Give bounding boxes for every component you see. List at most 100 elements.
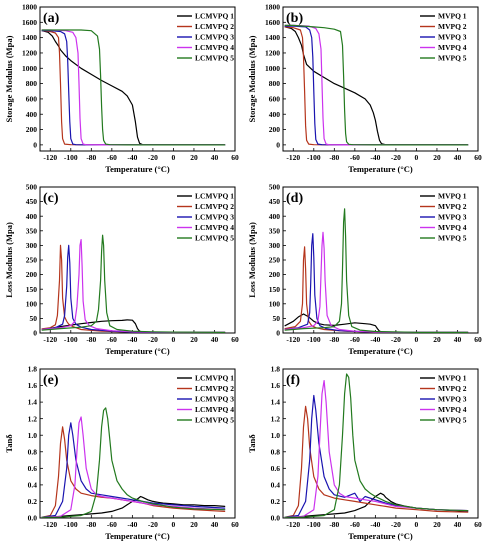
series-line-3 (41, 422, 226, 518)
legend-entry-4: LCMVPQ 4 (195, 405, 234, 414)
y-tick-label: 1.6 (271, 381, 281, 390)
x-tick-label: -60 (350, 335, 360, 344)
y-tick-label: 200 (26, 125, 38, 134)
x-tick-label: 0 (415, 153, 419, 162)
x-tick-label: 0 (172, 335, 176, 344)
y-tick-label: 400 (26, 110, 38, 119)
series-line-3 (284, 233, 469, 333)
y-tick-label: 0 (276, 140, 280, 149)
x-tick-label: 60 (474, 520, 482, 529)
x-tick-label: 40 (454, 520, 462, 529)
panel-label: (f) (286, 373, 300, 388)
x-tick-label: 60 (474, 153, 482, 162)
x-tick-label: -40 (370, 153, 380, 162)
legend-entry-5: LCMVPQ 5 (195, 234, 234, 243)
legend-entry-3: MVPQ 3 (438, 213, 467, 222)
y-tick-label: 250 (26, 256, 38, 265)
legend-entry-2: LCMVPQ 2 (195, 22, 234, 31)
x-tick-label: 40 (211, 153, 219, 162)
legend-entry-1: MVPQ 1 (438, 192, 467, 201)
y-tick-label: 300 (269, 241, 281, 250)
plot-frame (282, 6, 479, 152)
x-tick-label: -120 (286, 335, 300, 344)
legend-entry-2: LCMVPQ 2 (195, 384, 234, 393)
y-tick-label: 0.0 (271, 514, 281, 523)
y-tick-label: 100 (26, 299, 38, 308)
y-tick-label: 1.2 (28, 414, 38, 423)
x-tick-label: -80 (329, 520, 339, 529)
y-tick-label: 200 (26, 270, 38, 279)
x-tick-label: -120 (43, 153, 57, 162)
legend-entry-3: LCMVPQ 3 (195, 213, 234, 222)
x-tick-label: -40 (127, 520, 137, 529)
y-tick-label: 0.2 (271, 497, 281, 506)
series-line-5 (284, 208, 469, 333)
y-tick-label: 500 (269, 183, 281, 192)
y-axis-label: Tanδ (4, 434, 14, 453)
panel-label: (a) (43, 11, 60, 26)
y-axis-label: Tanδ (247, 434, 257, 453)
x-tick-label: 40 (454, 335, 462, 344)
y-tick-label: 1000 (265, 64, 280, 73)
y-tick-label: 0.6 (271, 464, 281, 473)
y-tick-label: 800 (269, 79, 281, 88)
chart-panel-0: -120 -100 -80 -60 -40 -20 0 20 40 600200400600800… (4, 3, 239, 174)
y-tick-label: 0.4 (28, 480, 38, 489)
legend-entry-4: MVPQ 4 (438, 223, 467, 232)
legend-entry-5: LCMVPQ 5 (195, 54, 234, 63)
x-tick-label: -80 (329, 335, 339, 344)
legend-entry-5: LCMVPQ 5 (195, 416, 234, 425)
y-tick-label: 300 (26, 241, 38, 250)
y-tick-label: 0.8 (28, 447, 38, 456)
legend-entry-5: MVPQ 5 (438, 234, 467, 243)
y-tick-label: 1200 (265, 49, 280, 58)
chart-panel-2: -120 -100 -80 -60 -40 -20 0 20 40 60 0 50 100 150 200 2… (4, 183, 239, 356)
x-tick-label: -20 (148, 335, 158, 344)
legend-entry-3: LCMVPQ 3 (195, 33, 234, 42)
legend-entry-3: MVPQ 3 (438, 395, 467, 404)
series-line-4 (284, 380, 469, 518)
chart-panel-5: -120 -100 -80 -60 -40 -20 0 20 40 60 0.0 0.2 0.4 0.6 0… (247, 365, 482, 541)
y-axis-label: Loss Modulus (Mpa) (4, 222, 14, 298)
y-axis-label: Loss Modulus (Mpa) (247, 222, 257, 298)
x-tick-label: -20 (148, 153, 158, 162)
y-tick-label: 1.2 (271, 414, 281, 423)
y-tick-label: 1.8 (271, 365, 281, 374)
y-tick-label: 1400 (22, 33, 37, 42)
x-tick-label: -20 (391, 335, 401, 344)
x-tick-label: -60 (350, 520, 360, 529)
y-tick-label: 450 (269, 197, 281, 206)
y-axis-label: Storage Modulus (Mpa) (4, 35, 14, 122)
x-tick-label: -100 (64, 520, 78, 529)
x-axis-label: Temperature (°C) (105, 346, 170, 356)
x-tick-label: 60 (231, 335, 239, 344)
series-line-5 (284, 24, 469, 146)
y-tick-label: 1000 (22, 64, 37, 73)
legend-entry-2: MVPQ 2 (438, 384, 467, 393)
x-tick-label: -100 (64, 153, 78, 162)
panel-label: (e) (43, 373, 59, 388)
y-tick-label: 200 (269, 270, 281, 279)
y-tick-label: 0 (33, 329, 37, 338)
series-line-5 (284, 373, 469, 518)
series-line-1 (284, 26, 469, 146)
y-tick-label: 0.2 (28, 497, 38, 506)
y-tick-label: 150 (26, 285, 38, 294)
x-tick-label: -20 (391, 520, 401, 529)
y-tick-label: 1.6 (28, 381, 38, 390)
series-line-1 (41, 495, 226, 518)
x-tick-label: 60 (231, 153, 239, 162)
y-tick-label: 150 (269, 285, 281, 294)
x-tick-label: -40 (127, 153, 137, 162)
series-line-4 (41, 239, 226, 333)
y-tick-label: 1.4 (28, 398, 38, 407)
y-axis-label: Storage Modulus (Mpa) (247, 35, 257, 122)
x-tick-label: -40 (370, 335, 380, 344)
x-tick-label: -40 (127, 335, 137, 344)
x-tick-label: 20 (433, 153, 441, 162)
plot-frame (39, 6, 236, 152)
x-tick-label: -120 (43, 335, 57, 344)
x-tick-label: 20 (433, 520, 441, 529)
